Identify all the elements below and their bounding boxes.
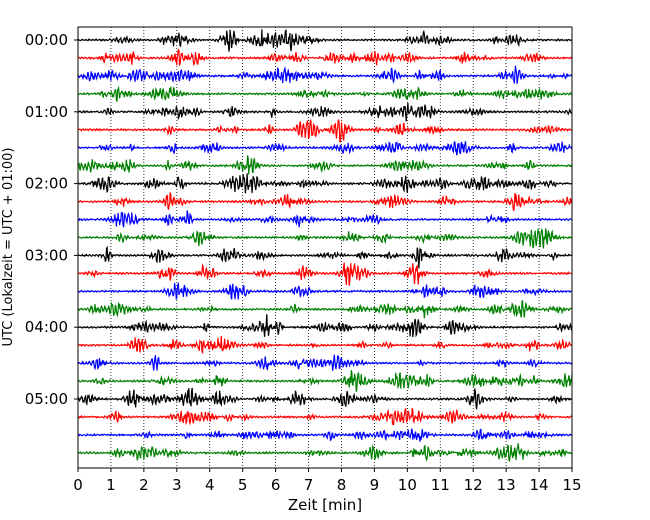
trace-row	[77, 227, 573, 249]
trace-row	[77, 281, 573, 300]
trace-row	[77, 29, 573, 52]
plot-frame	[77, 26, 573, 469]
trace-row	[77, 210, 573, 228]
x-axis-label: Zeit [min]	[288, 496, 362, 514]
y-tick-label: 00:00	[25, 31, 68, 49]
x-tick-label: 8	[337, 476, 347, 494]
y-tick-label: 02:00	[25, 175, 68, 193]
y-tick-label: 03:00	[25, 246, 68, 264]
trace-row	[77, 370, 573, 392]
trace-row	[77, 119, 573, 143]
trace-row	[77, 428, 573, 442]
x-tick-label: 9	[370, 476, 380, 494]
y-tick-label: 01:00	[25, 103, 68, 121]
y-tick-label: 05:00	[25, 390, 68, 408]
trace-row	[77, 65, 573, 85]
trace-row	[77, 49, 573, 67]
x-tick-label: 6	[271, 476, 281, 494]
trace-row	[77, 140, 573, 156]
x-tick-label: 2	[139, 476, 149, 494]
y-axis-label: UTC (Lokalzeit = UTC + 01:00)	[1, 148, 16, 347]
x-tick-label: 5	[238, 476, 248, 494]
trace-row	[78, 443, 573, 463]
trace-row	[77, 299, 573, 319]
x-tick-label: 7	[304, 476, 314, 494]
x-tick-label: 12	[464, 476, 483, 494]
y-axis-ticks: 00:00 01:00 02:00 03:00 04:00 05:00	[25, 31, 78, 408]
x-axis-ticks: 0 1 2 3 4 5 6 7 8 9 10 11 12 13 14 15	[73, 468, 582, 494]
trace-row	[77, 102, 573, 122]
plot-background	[78, 27, 572, 468]
trace-row	[77, 314, 573, 338]
x-tick-label: 14	[530, 476, 549, 494]
trace-row	[77, 407, 573, 426]
trace-row	[77, 155, 573, 175]
trace-row	[77, 335, 573, 355]
x-tick-label: 15	[562, 476, 581, 494]
x-tick-label: 3	[172, 476, 182, 494]
trace-row	[77, 85, 573, 102]
x-tick-label: 0	[73, 476, 83, 494]
trace-row	[77, 245, 573, 269]
x-tick-label: 10	[398, 476, 417, 494]
x-tick-label: 11	[431, 476, 450, 494]
seismic-traces	[77, 29, 573, 463]
y-tick-label: 04:00	[25, 318, 68, 336]
x-tick-label: 4	[205, 476, 215, 494]
trace-row	[77, 262, 573, 286]
trace-row	[77, 354, 573, 371]
trace-row	[77, 192, 573, 212]
x-tick-label: 13	[497, 476, 516, 494]
trace-row	[77, 387, 573, 410]
trace-row	[77, 173, 573, 194]
x-tick-label: 1	[106, 476, 116, 494]
